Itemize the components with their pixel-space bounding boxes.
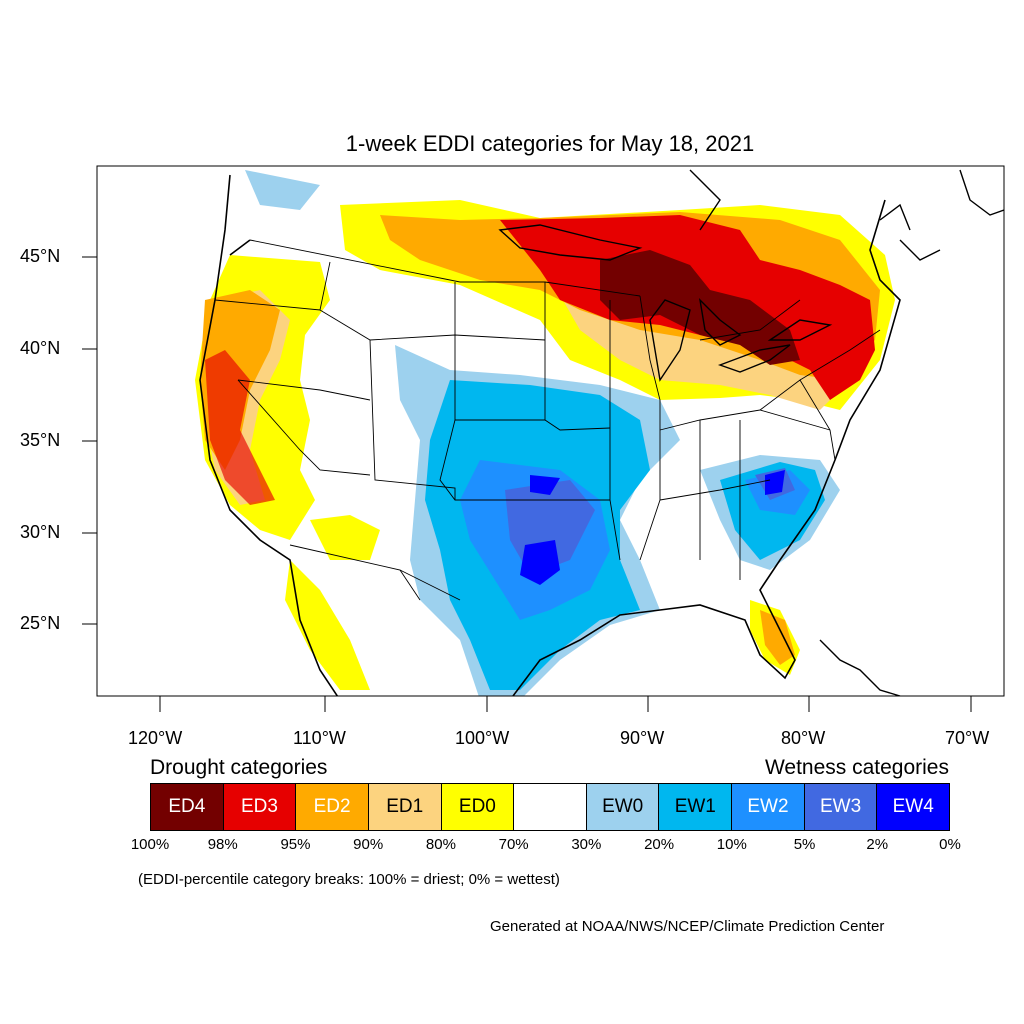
- legend-box-ew0: EW0: [586, 784, 660, 830]
- coastline: [199, 174, 901, 696]
- lat-label-30: 30°N: [20, 522, 61, 542]
- ew4-region-carolina: [765, 470, 785, 495]
- break-label: 90%: [353, 836, 384, 853]
- ew4-region-texas: [520, 540, 560, 585]
- break-label: 20%: [644, 836, 675, 853]
- state-boundaries: [214, 239, 881, 601]
- lon-label-120: 120°W: [128, 728, 183, 748]
- legend-box-ed1: ED1: [368, 784, 442, 830]
- break-label: 95%: [280, 836, 311, 853]
- lon-ticks: [159, 696, 972, 712]
- eddi-map: [82, 165, 1005, 712]
- ew4-region-oklahoma: [530, 475, 560, 495]
- map-title: 1-week EDDI categories for May 18, 2021: [345, 131, 755, 156]
- great-lakes-outline: [498, 224, 833, 382]
- legend-box-ed0: ED0: [441, 784, 515, 830]
- break-label: 10%: [716, 836, 747, 853]
- map-frame: [96, 165, 1005, 697]
- lon-label-80: 80°W: [781, 728, 826, 748]
- lon-label-110: 110°W: [293, 728, 346, 748]
- lon-label-90: 90°W: [620, 728, 665, 748]
- legend-box-ed2: ED2: [296, 784, 369, 830]
- lat-ticks: [82, 256, 97, 625]
- drought-categories-heading: Drought categories: [150, 756, 328, 779]
- category-legend: ED4 ED3 ED2 ED1 ED0 EW0 EW1 EW2 EW3 EW4: [150, 783, 950, 831]
- ed4-region-greatlakes: [600, 250, 800, 365]
- ed0-region-southwest: [310, 515, 380, 560]
- breaks-note: (EDDI-percentile category breaks: 100% =…: [138, 871, 560, 888]
- lat-label-35: 35°N: [20, 430, 61, 450]
- lat-label-45: 45°N: [20, 246, 61, 266]
- break-label: 2%: [866, 836, 889, 853]
- canada-coast: [689, 169, 1004, 696]
- break-label: 100%: [130, 836, 170, 853]
- break-label: 0%: [939, 836, 961, 853]
- ed0-region-mexico: [285, 560, 370, 690]
- break-label: 5%: [793, 836, 816, 853]
- break-label: 98%: [207, 836, 238, 853]
- legend-box-ed4: ED4: [151, 784, 224, 830]
- legend-box-ew1: EW1: [659, 784, 733, 830]
- lat-label-25: 25°N: [20, 613, 61, 633]
- legend-box-ed3: ED3: [223, 784, 297, 830]
- lon-label-100: 100°W: [455, 728, 510, 748]
- legend-box-ew2: EW2: [732, 784, 805, 830]
- ed3-region-west: [205, 350, 275, 505]
- ew0-region-washington: [245, 170, 320, 210]
- break-label: 70%: [498, 836, 529, 853]
- legend-box-ew4: EW4: [877, 784, 950, 830]
- break-label: 30%: [571, 836, 602, 853]
- break-label: 80%: [425, 836, 456, 853]
- wetness-categories-heading: Wetness categories: [764, 756, 949, 779]
- legend-box-ew3: EW3: [804, 784, 878, 830]
- legend-box-normal: [514, 784, 587, 830]
- credit-line: Generated at NOAA/NWS/NCEP/Climate Predi…: [490, 918, 885, 935]
- lat-label-40: 40°N: [20, 338, 61, 358]
- lon-label-70: 70°W: [945, 728, 990, 748]
- ed2-region-florida: [760, 610, 795, 665]
